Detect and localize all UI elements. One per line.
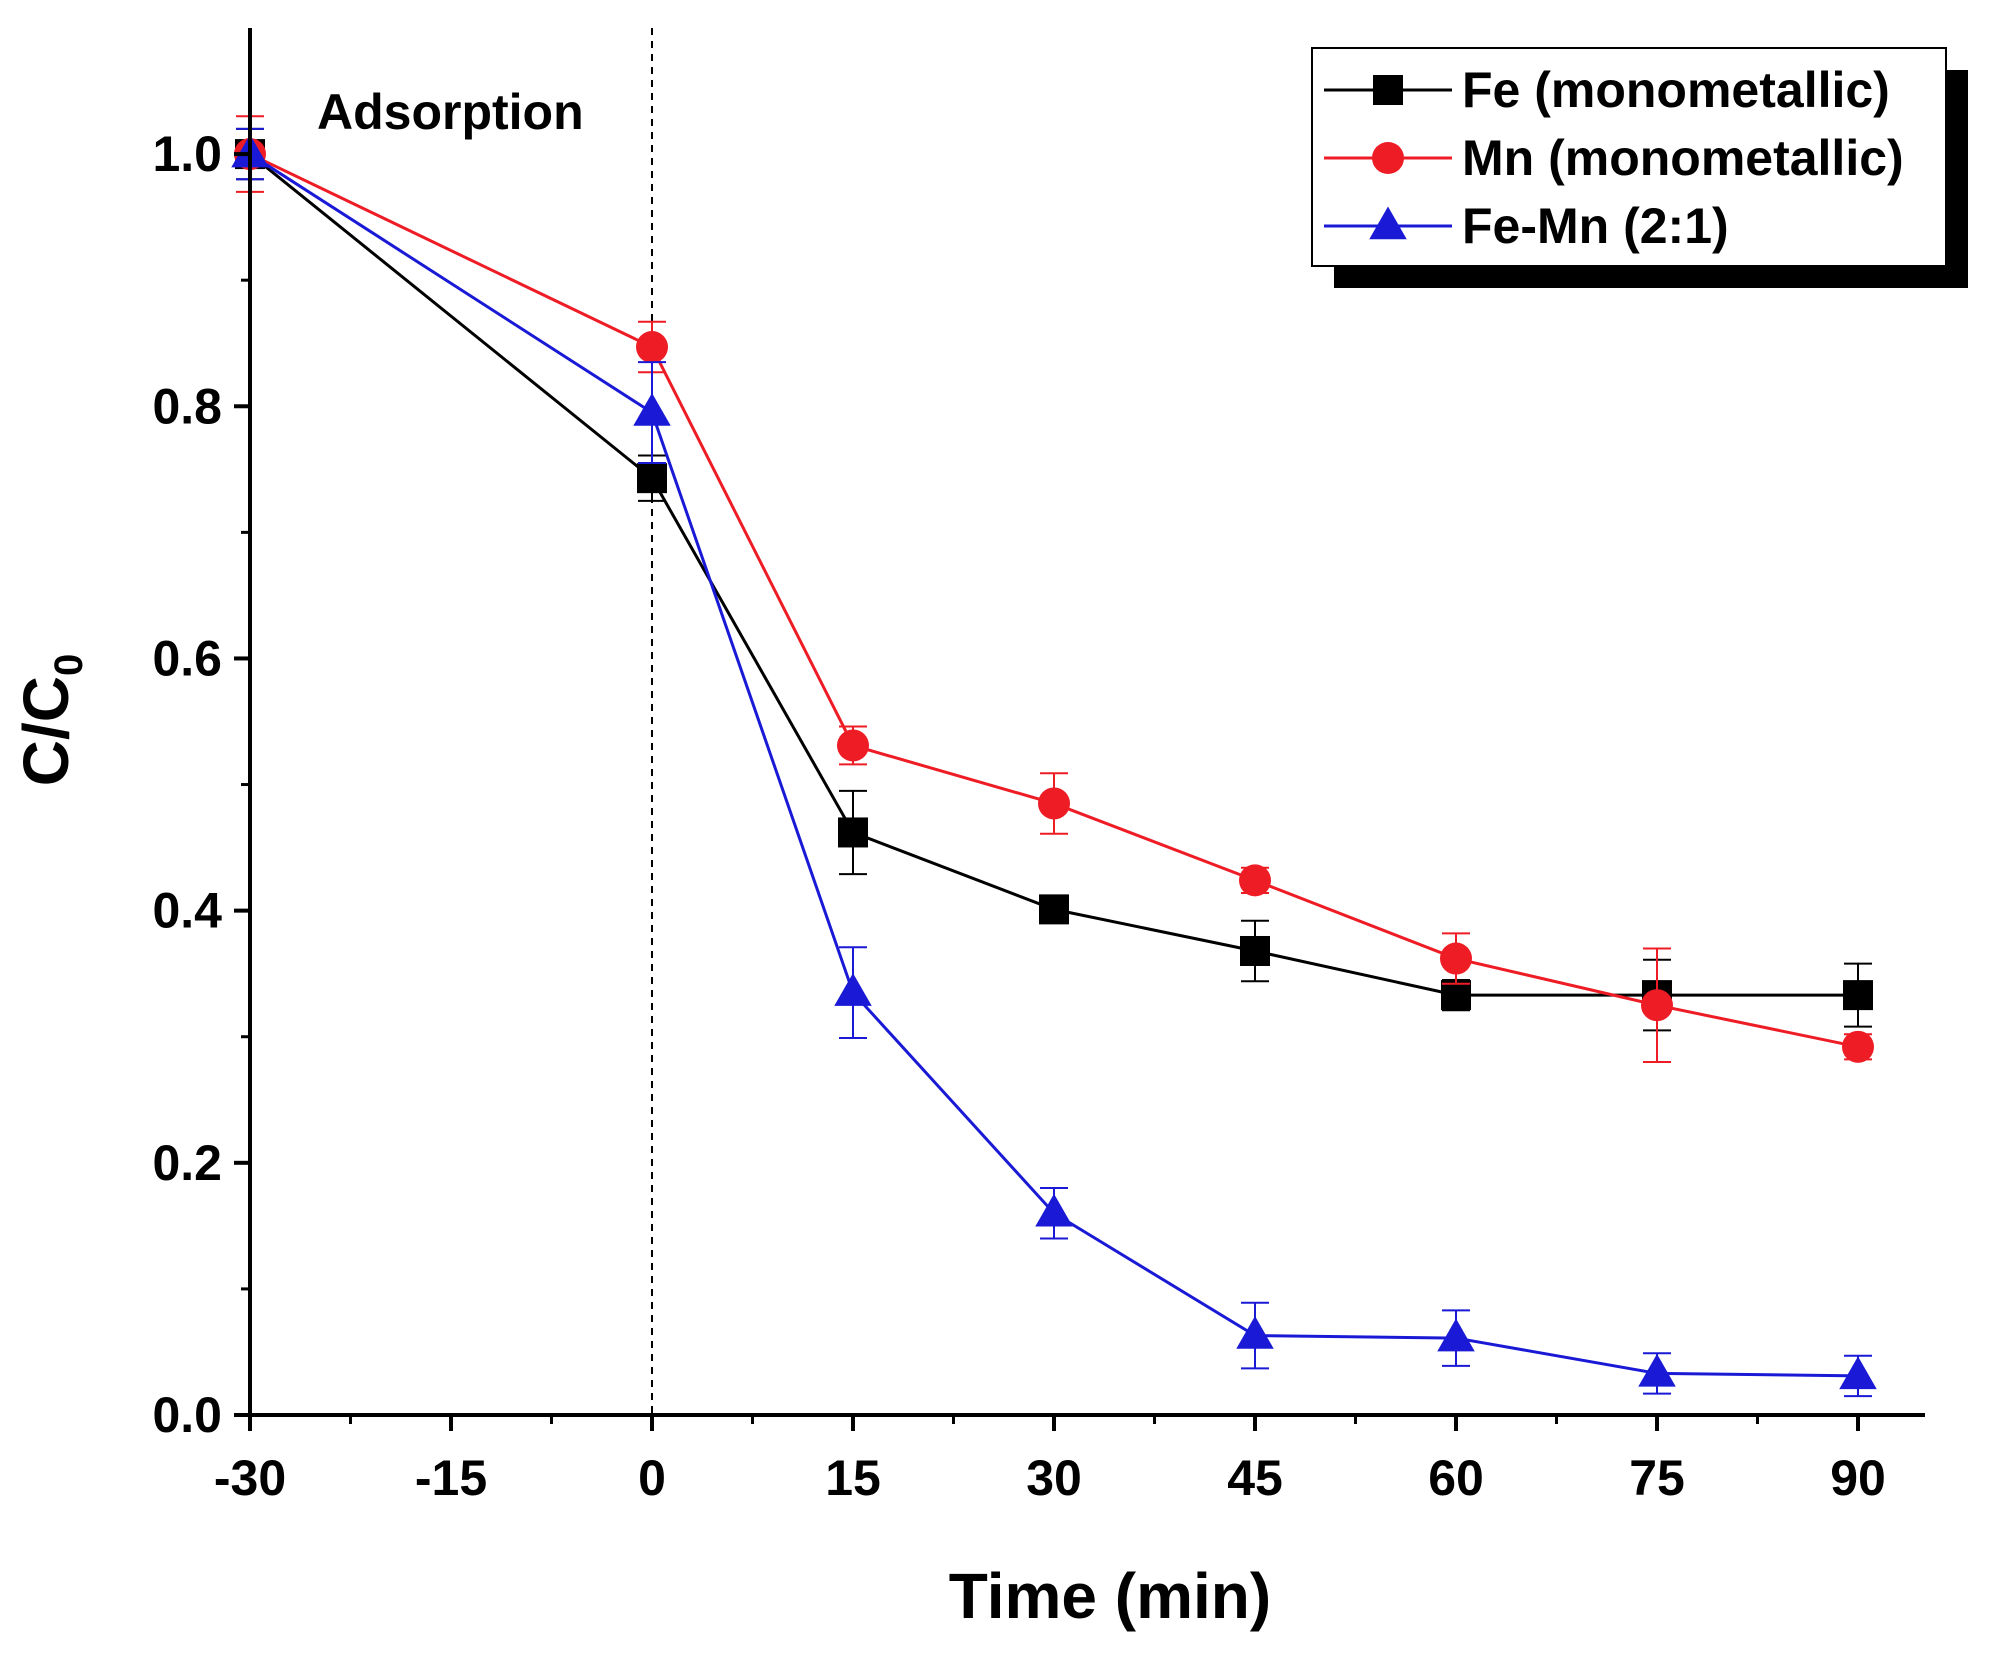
data-point: [837, 729, 869, 762]
data-point: [1441, 980, 1471, 1011]
y-tick-label: 0.8: [152, 378, 222, 434]
y-tick-label: 1.0: [152, 126, 222, 182]
x-tick-label: 75: [1629, 1450, 1685, 1506]
legend-marker: [1373, 75, 1403, 105]
data-point: [1842, 1030, 1874, 1063]
x-tick-label: -15: [415, 1450, 487, 1506]
series-line: [249, 152, 1859, 1378]
data-point: [1240, 935, 1270, 966]
adsorption-annotation: Adsorption: [317, 84, 584, 140]
legend: Fe (monometallic) Mn (monometallic) Fe-Mn …: [1311, 47, 1968, 288]
y-tick-label: 0.6: [152, 630, 222, 686]
y-axis-title: C/C0: [10, 654, 91, 786]
data-point: [834, 973, 872, 1006]
data-point: [637, 463, 667, 494]
data-point: [1035, 1193, 1073, 1227]
x-tick-label: 30: [1026, 1450, 1082, 1506]
y-tick-label: 0.0: [152, 1387, 222, 1443]
x-tick-label: 90: [1830, 1450, 1886, 1506]
series-line: [249, 152, 1858, 997]
axes: -30 -15 0 15 30 45 60 75 90 0.0 0.2 0.4 0.6 0.8 1.0: [152, 28, 1925, 1506]
data-point: [1839, 1356, 1877, 1390]
legend-label: Fe (monometallic): [1462, 62, 1890, 118]
x-tick-label: -30: [214, 1450, 286, 1506]
data-point: [1236, 1316, 1274, 1349]
series-2: [231, 127, 1877, 1398]
legend-label: Mn (monometallic): [1462, 130, 1904, 186]
data-point: [1638, 1353, 1676, 1387]
data-point: [1039, 894, 1069, 925]
data-point: [1038, 787, 1070, 820]
data-point: [633, 393, 671, 426]
data-point: [1239, 864, 1271, 897]
legend-marker: [1369, 206, 1407, 240]
y-axis-title-main: C/C: [10, 676, 82, 786]
series-1: [234, 115, 1874, 1063]
data-point: [636, 331, 668, 364]
data-point: [1843, 980, 1873, 1011]
x-tick-label: 60: [1428, 1450, 1484, 1506]
legend-label: Fe-Mn (2:1): [1462, 198, 1729, 254]
y-tick-label: 0.2: [152, 1135, 222, 1191]
plot-area: Adsorption: [231, 28, 1877, 1415]
x-tick-label: 0: [638, 1450, 666, 1506]
x-axis-title: Time (min): [949, 1560, 1271, 1632]
data-point: [1440, 942, 1472, 975]
x-tick-label: 15: [825, 1450, 881, 1506]
x-tick-label: 45: [1227, 1450, 1283, 1506]
legend-marker: [1372, 142, 1404, 174]
data-point: [1641, 989, 1673, 1022]
data-point: [1437, 1318, 1475, 1352]
y-axis-title-subscript: 0: [47, 654, 91, 676]
y-tick-label: 0.4: [152, 883, 222, 939]
series-line: [249, 152, 1859, 1049]
data-point: [838, 817, 868, 848]
